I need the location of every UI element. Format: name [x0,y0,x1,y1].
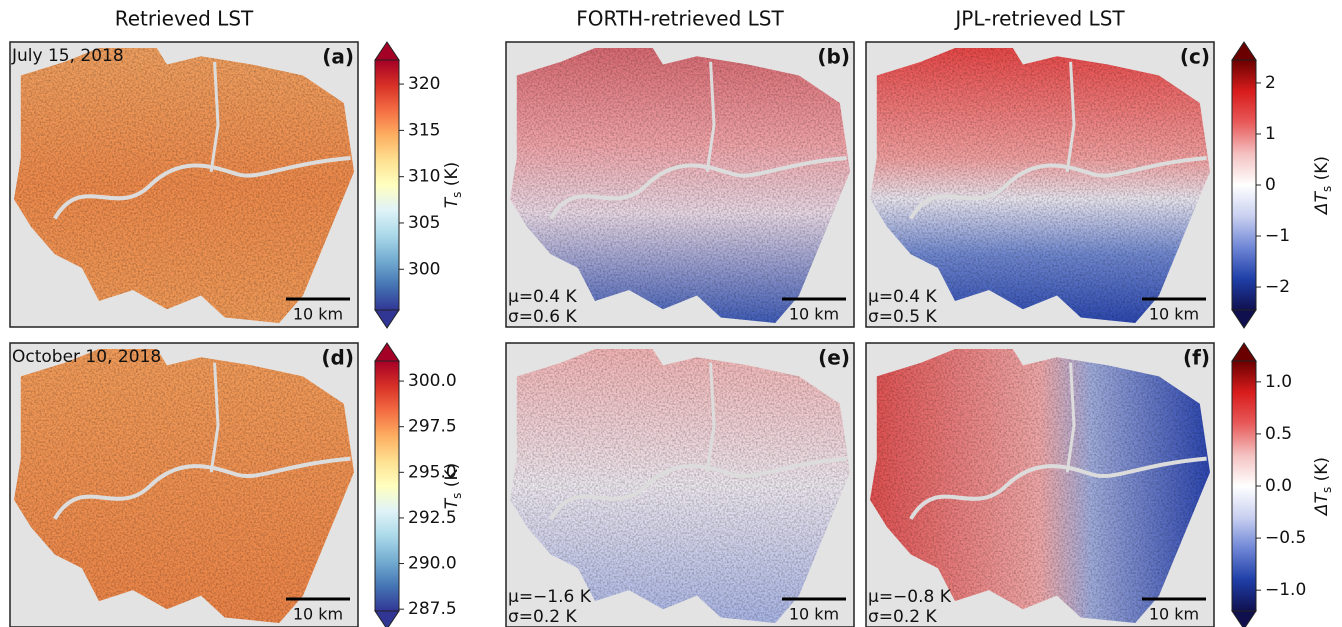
column-title: Retrieved LST [115,7,254,31]
colorbar-extend-bottom [1231,610,1257,627]
colorbar-label-symbol: ΔT [1312,491,1332,517]
colorbar-label-symbol: ΔT [1312,190,1332,216]
colorbar-extend-bottom [374,610,400,627]
colorbar-tick-label: 0.5 [1265,424,1292,444]
colorbar [374,360,400,612]
scale-bar-label: 10 km [1149,605,1199,624]
colorbar-tick-label: 300.0 [408,371,457,391]
colorbar-tick-label: 287.5 [408,599,457,619]
map-texture [870,48,1210,323]
colorbar-label-subscript: s [450,192,464,198]
colorbar-extend-top [374,41,400,61]
colorbar-tick-label: 1.0 [1265,372,1292,392]
river [53,156,351,220]
colorbar-tick-label: −0.5 [1265,528,1306,548]
panel-letter: (b) [817,45,850,69]
colorbar-tick-label: 300 [408,259,440,279]
mean-label: μ=0.4 K [508,287,577,307]
river-branch [209,362,220,473]
panel-border [9,41,359,328]
date-label: October 10, 2018 [12,347,161,367]
river-branch [705,61,716,173]
map-texture [14,48,354,323]
panel-border [9,342,359,627]
colorbar-label-symbol: T [442,497,462,509]
map-texture [510,349,850,623]
scale-bar-label: 10 km [293,305,343,324]
panel-letter: (c) [1180,45,1210,69]
panel-border [505,41,855,328]
colorbar [374,59,400,311]
river-branch [705,362,716,473]
colorbar-tick-label: 290.0 [408,554,457,574]
colorbar-tick-label: 297.5 [408,417,457,437]
panel-letter: (d) [321,346,354,370]
map-texture [510,48,850,323]
mean-label: μ=0.4 K [868,287,937,307]
colorbar-label-unit: (K) [442,463,462,493]
river [549,156,847,220]
colorbar-label-unit: (K) [1312,156,1332,186]
colorbar-tick-label: −1.0 [1265,580,1306,600]
column-title: JPL-retrieved LST [953,7,1125,31]
river-branch [1065,61,1076,173]
date-label: July 15, 2018 [11,46,124,66]
river [549,456,847,520]
scale-bar-label: 10 km [293,605,343,624]
river [909,156,1207,220]
river [53,456,351,520]
colorbar-tick-label: −1 [1265,226,1290,246]
river-branch [209,61,220,173]
colorbar-label-unit: (K) [1312,457,1332,487]
colorbar-label-subscript: s [1320,186,1334,192]
map-texture [870,349,1210,623]
colorbar-extend-top [1231,342,1257,362]
colorbar-label: Ts (K) [442,463,464,509]
scale-bar-label: 10 km [789,605,839,624]
mean-label: μ=−1.6 K [508,587,592,607]
panel-border [865,342,1215,627]
colorbar [1231,360,1257,612]
river-branch [1065,362,1076,473]
mean-label: μ=−0.8 K [868,587,952,607]
std-label: σ=0.2 K [508,607,577,627]
colorbar-tick-label: 1 [1265,124,1276,144]
colorbar-tick-label: 310 [408,167,440,187]
colorbar-label-subscript: s [450,493,464,499]
colorbar-label: Ts (K) [442,162,464,208]
scale-bar-label: 10 km [1149,305,1199,324]
panel-letter: (a) [322,45,354,69]
panel-letter: (e) [818,346,850,370]
std-label: σ=0.5 K [868,307,937,327]
colorbar-tick-label: −2 [1265,277,1290,297]
std-label: σ=0.2 K [868,607,937,627]
column-title: FORTH-retrieved LST [576,7,784,31]
colorbar-tick-label: 315 [408,120,440,140]
panel-letter: (f) [1183,346,1210,370]
map-texture [14,349,354,623]
colorbar-label-subscript: s [1320,487,1334,493]
panel-border [865,41,1215,328]
colorbar-tick-label: 320 [408,74,440,94]
scale-bar-label: 10 km [789,305,839,324]
colorbar-extend-top [374,342,400,362]
colorbar-tick-label: 2 [1265,73,1276,93]
colorbar-tick-label: 305 [408,213,440,233]
colorbar-tick-label: 295.0 [408,462,457,482]
river [909,456,1207,520]
colorbar-label: ΔTs (K) [1312,156,1334,216]
colorbar-label-unit: (K) [442,162,462,192]
colorbar-extend-bottom [374,309,400,329]
panel-border [505,342,855,627]
colorbar-label: ΔTs (K) [1312,457,1334,517]
colorbar [1231,59,1257,311]
colorbar-extend-top [1231,41,1257,61]
colorbar-tick-label: 0 [1265,175,1276,195]
colorbar-tick-label: 292.5 [408,508,457,528]
colorbar-extend-bottom [1231,309,1257,329]
colorbar-tick-label: 0.0 [1265,476,1292,496]
std-label: σ=0.6 K [508,307,577,327]
colorbar-label-symbol: T [442,196,462,208]
